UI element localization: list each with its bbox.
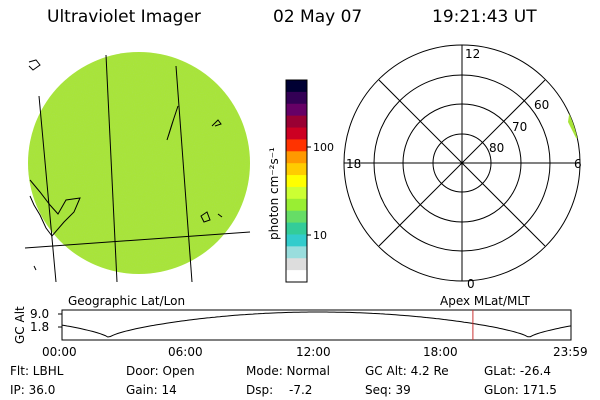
color-bar-band (286, 186, 307, 200)
coastline-shape (33, 265, 37, 271)
altitude-xtick-label: 06:00 (168, 345, 203, 359)
color-bar-band (286, 234, 307, 247)
coastline-shape (166, 105, 179, 141)
info-gain: Gain: 14 (126, 383, 177, 397)
color-bar (286, 80, 307, 283)
altitude-plot-frame (61, 309, 572, 341)
color-bar-band (286, 198, 307, 212)
altitude-ylabel: GC Alt (13, 306, 27, 344)
polar-plot: 80 70 60 12 18 6 0 (343, 44, 582, 291)
color-bar-frame (285, 79, 308, 283)
info-ip: IP: 36.0 (10, 383, 56, 397)
color-bar-tick-label: 10 (313, 229, 327, 242)
date-label: 02 May 07 (273, 7, 363, 27)
polar-diagonal (378, 79, 546, 247)
altitude-xtick-label: 12:00 (296, 345, 331, 359)
app-title: Ultraviolet Imager (47, 7, 201, 27)
color-bar-band (286, 258, 307, 271)
time-label: 19:21:43 UT (432, 7, 537, 27)
altitude-ytick-label: 1.8 (30, 320, 49, 334)
polar-lat-label: 60 (534, 98, 549, 112)
altitude-plot: 9.0 1.8 GC Alt 00:00 06:00 12:00 18:00 2… (13, 306, 588, 359)
info-gc-alt: GC Alt: 4.2 Re (365, 364, 449, 378)
color-bar-band (286, 103, 307, 117)
color-bar-band (286, 222, 307, 235)
info-glat: GLat: -26.4 (484, 364, 551, 378)
info-glon: GLon: 171.5 (484, 383, 557, 397)
altitude-xtick-label: 23:59 (553, 345, 588, 359)
geo-panel-label: Geographic Lat/Lon (68, 294, 185, 308)
info-dsp-value: -7.2 (289, 383, 313, 397)
info-filter: Flt: LBHL (10, 364, 64, 378)
color-bar-band (286, 163, 307, 176)
coastline-shape (200, 211, 211, 223)
color-bar-band (286, 270, 307, 283)
info-mode: Mode: Normal (246, 364, 330, 378)
polar-mlt-label: 6 (574, 157, 582, 171)
color-bar-band (286, 91, 307, 105)
polar-lat-label: 80 (489, 141, 504, 155)
geo-lon-line (175, 65, 193, 283)
altitude-xtick-label: 00:00 (42, 345, 77, 359)
geo-image (24, 52, 251, 283)
polar-lat-label: 70 (512, 120, 527, 134)
geo-lon-line (38, 95, 57, 283)
coastline-shape (211, 119, 222, 127)
altitude-curve (61, 311, 572, 338)
geo-lon-line (105, 54, 118, 283)
color-bar-band (286, 115, 307, 129)
color-bar-label: photon cm⁻²s⁻¹ (267, 147, 281, 240)
color-bar-band (286, 127, 307, 140)
geo-noise (28, 52, 250, 274)
color-bar-band (286, 175, 307, 188)
info-dsp-label: Dsp: (246, 383, 274, 397)
coastline-shape (28, 59, 41, 71)
polar-mlt-label: 18 (346, 157, 361, 171)
polar-mlt-label: 12 (465, 47, 480, 61)
altitude-ytick-label: 9.0 (30, 307, 49, 321)
info-seq: Seq: 39 (365, 383, 411, 397)
polar-mlt-label: 0 (467, 277, 475, 291)
altitude-xtick-label: 18:00 (423, 345, 458, 359)
color-bar-tick-label: 100 (313, 141, 334, 154)
color-bar-band (286, 246, 307, 259)
polar-panel-label: Apex MLat/MLT (440, 294, 530, 308)
color-bar-band (286, 151, 307, 164)
coastline-shape (29, 179, 81, 237)
color-bar-band (286, 80, 307, 93)
geo-lat-line (24, 231, 251, 249)
color-bar-band (286, 210, 307, 224)
info-door: Door: Open (126, 364, 195, 378)
coastline-shape (217, 213, 223, 218)
color-bar-band (286, 139, 307, 152)
